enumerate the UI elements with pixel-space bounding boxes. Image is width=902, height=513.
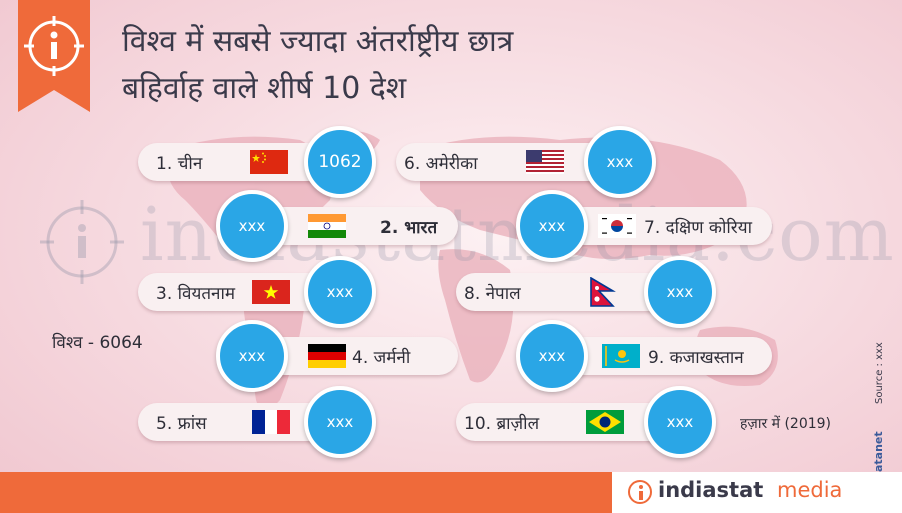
info-icon xyxy=(18,0,90,112)
country-label: 6. अमेरीका xyxy=(404,154,478,174)
source-note: Source : xxx xyxy=(874,342,885,404)
unit-note: हज़ार में (2019) xyxy=(740,416,831,432)
watermark-logo-icon xyxy=(40,200,124,284)
vietnam-flag-icon xyxy=(252,280,290,304)
world-total: विश्व - 6064 xyxy=(52,333,143,353)
brazil-flag-icon xyxy=(586,410,624,434)
brand-name-light: media xyxy=(777,478,843,502)
value-bubble-france: xxx xyxy=(304,386,376,458)
country-label: 1. चीन xyxy=(156,154,203,174)
country-label: 5. फ्रांस xyxy=(156,414,207,434)
germany-flag-icon xyxy=(308,344,346,368)
country-label: 7. दक्षिण कोरिया xyxy=(644,218,753,238)
kazakhstan-flag-icon xyxy=(602,344,640,368)
value-bubble-south-korea: xxx xyxy=(516,190,588,262)
country-row-nepal: 8. नेपाल xyxy=(456,273,670,311)
title-line-1: विश्व में सबसे ज्यादा अंतर्राष्ट्रीय छात… xyxy=(122,24,514,59)
source-credit: Source : xxx © Datanet xyxy=(872,342,885,496)
country-label: 10. ब्राज़ील xyxy=(464,414,540,434)
value-bubble-china: 1062 xyxy=(304,126,376,198)
value-bubble-germany: xxx xyxy=(216,320,288,392)
value-bubble-nepal: xxx xyxy=(644,256,716,328)
chart-title: विश्व में सबसे ज्यादा अंतर्राष्ट्रीय छात… xyxy=(122,18,742,112)
brand-logo-icon xyxy=(628,480,652,504)
country-row-usa: 6. अमेरीका xyxy=(396,143,610,181)
title-line-2: बहिर्वाह वाले शीर्ष 10 देश xyxy=(122,71,407,106)
country-label: 2. भारत xyxy=(380,218,438,238)
country-label: 3. वियतनाम xyxy=(156,284,236,304)
country-label: 4. जर्मनी xyxy=(352,348,411,368)
value-bubble-kazakhstan: xxx xyxy=(516,320,588,392)
country-label: 8. नेपाल xyxy=(464,284,521,304)
value-bubble-usa: xxx xyxy=(584,126,656,198)
india-flag-icon xyxy=(308,214,346,238)
value-bubble-india: xxx xyxy=(216,190,288,262)
brand-name-bold: indiastat xyxy=(658,478,764,502)
nepal-flag-icon xyxy=(590,277,616,307)
country-label: 9. कजाखस्तान xyxy=(648,348,744,368)
footer-brand-panel xyxy=(612,472,902,513)
value-bubble-vietnam: xxx xyxy=(304,256,376,328)
footer-logo: indiastat media xyxy=(628,478,888,508)
china-flag-icon xyxy=(250,150,288,174)
value-bubble-brazil: xxx xyxy=(644,386,716,458)
usa-flag-icon xyxy=(526,150,564,174)
country-row-brazil: 10. ब्राज़ील xyxy=(456,403,670,441)
france-flag-icon xyxy=(252,410,290,434)
south-korea-flag-icon xyxy=(598,214,636,238)
